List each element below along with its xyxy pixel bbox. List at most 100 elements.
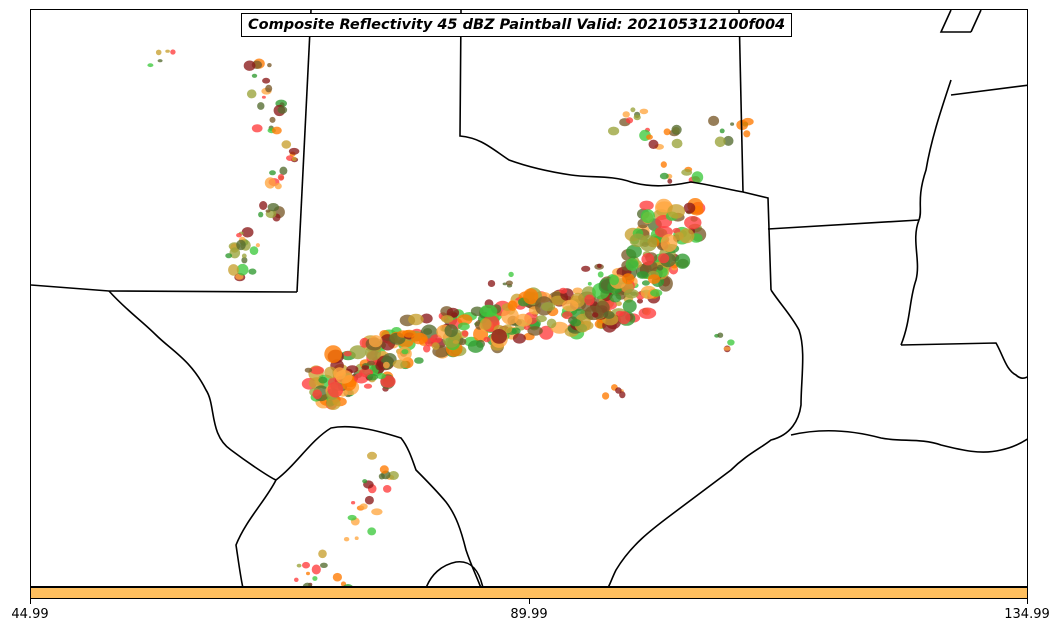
paintball-blob — [667, 178, 673, 184]
paintball-blob — [641, 280, 650, 286]
colorbar-tick-label-min: 44.99 — [11, 607, 49, 622]
paintball-blob — [243, 60, 256, 71]
paintball-blob — [320, 562, 328, 568]
paintball-blob — [324, 345, 343, 363]
paintball-blob — [261, 95, 266, 99]
border-texas-east — [607, 289, 804, 586]
map-area — [30, 9, 1028, 587]
paintball-blob — [388, 471, 399, 480]
paintball-blob — [684, 216, 702, 230]
colorbar-tick-label-mid: 89.99 — [510, 607, 548, 622]
paintball-blob — [269, 170, 276, 176]
paintball-blob — [597, 271, 604, 278]
paintball-blob — [562, 299, 579, 312]
paintball-blob — [625, 117, 634, 124]
paintball-blob — [367, 373, 378, 381]
paintball-blob — [446, 307, 460, 318]
paintball-blob — [302, 582, 313, 586]
paintball-blob — [452, 340, 459, 344]
paintball-blob — [603, 311, 615, 319]
paintball-blob — [570, 319, 582, 327]
paintball-blob — [262, 77, 271, 84]
paintball-blob — [228, 264, 239, 276]
paintball-blob — [346, 365, 359, 373]
paintball-blob — [714, 136, 726, 148]
border-ar-la — [742, 191, 772, 291]
paintball-layer — [147, 49, 754, 586]
paintball-blob — [679, 228, 695, 244]
paintball-blob — [271, 126, 282, 135]
paintball-blob — [311, 564, 321, 575]
paintball-blob — [723, 135, 734, 146]
paintball-blob — [367, 527, 377, 536]
paintball-blob — [691, 171, 704, 184]
paintball-blob — [619, 391, 626, 399]
paintball-blob — [347, 514, 357, 521]
paintball-blob — [277, 174, 285, 181]
paintball-blob — [487, 280, 496, 287]
border-ar-north — [767, 219, 920, 230]
paintball-blob — [249, 246, 259, 256]
paintball-blob — [658, 253, 670, 264]
paintball-blob — [277, 106, 288, 114]
paintball-blob — [241, 227, 254, 238]
paintball-blob — [659, 172, 669, 180]
paintball-blob — [527, 326, 543, 336]
paintball-blob — [639, 235, 658, 252]
paintball-blob — [155, 49, 162, 56]
paintball-blob — [546, 318, 557, 329]
paintball-blob — [364, 495, 374, 505]
paintball-blob — [312, 389, 323, 400]
paintball-blob — [241, 253, 247, 259]
paintball-blob — [288, 147, 300, 155]
paintball-blob — [351, 501, 356, 505]
border-tn — [950, 84, 1027, 96]
paintball-blob — [597, 263, 602, 268]
paintball-blob — [354, 536, 359, 540]
paintball-blob — [248, 268, 257, 275]
paintball-blob — [267, 63, 272, 68]
paintball-blob — [480, 318, 492, 330]
paintball-blob — [312, 576, 318, 581]
reflectivity-map — [31, 10, 1027, 586]
paintball-blob — [479, 304, 498, 318]
paintball-blob — [408, 313, 424, 326]
paintball-blob — [505, 280, 513, 286]
paintball-blob — [368, 335, 383, 348]
paintball-blob — [304, 367, 313, 373]
paintball-blob — [539, 325, 554, 340]
paintball-blob — [562, 311, 573, 320]
paintball-blob — [609, 274, 619, 286]
paintball-blob — [615, 387, 622, 394]
paintball-blob — [514, 313, 533, 327]
border-nm-east — [296, 10, 312, 293]
paintball-blob — [264, 177, 276, 189]
paintball-blob — [326, 397, 341, 410]
paintball-blob — [376, 373, 386, 380]
paintball-blob — [467, 340, 484, 353]
border-mexico — [235, 479, 277, 586]
paintball-blob — [637, 298, 643, 304]
paintball-blob — [362, 479, 368, 484]
paintball-blob — [640, 209, 655, 224]
paintball-blob — [638, 307, 657, 319]
paintball-blob — [269, 116, 276, 123]
paintball-blob — [636, 271, 649, 279]
paintball-blob — [367, 360, 375, 366]
border-la-coast — [790, 429, 1027, 453]
paintball-blob — [170, 49, 176, 55]
paintball-blob — [318, 549, 327, 559]
paintball-blob — [306, 571, 310, 576]
paintball-blob — [618, 311, 631, 325]
paintball-blob — [157, 59, 163, 63]
paintball-blob — [512, 333, 526, 344]
paintball-blob — [671, 124, 682, 135]
paintball-blob — [507, 300, 518, 311]
paintball-blob — [335, 369, 353, 384]
paintball-blob — [343, 537, 350, 542]
paintball-blob — [383, 485, 392, 493]
paintball-blob — [592, 312, 599, 318]
paintball-blob — [648, 274, 661, 284]
paintball-blob — [343, 584, 353, 586]
paintball-blob — [541, 302, 556, 312]
